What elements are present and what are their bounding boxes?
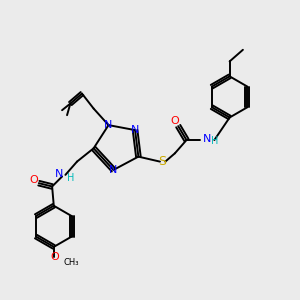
Text: CH₃: CH₃ <box>63 258 79 267</box>
Text: S: S <box>159 155 167 168</box>
Text: O: O <box>29 175 38 185</box>
Text: H: H <box>211 136 218 146</box>
Text: O: O <box>50 253 59 262</box>
Text: N: N <box>56 169 64 179</box>
Text: O: O <box>170 116 179 126</box>
Text: H: H <box>67 172 74 182</box>
Text: N: N <box>109 165 118 175</box>
Text: N: N <box>104 120 113 130</box>
Text: N: N <box>131 125 139 135</box>
Text: N: N <box>203 134 212 144</box>
